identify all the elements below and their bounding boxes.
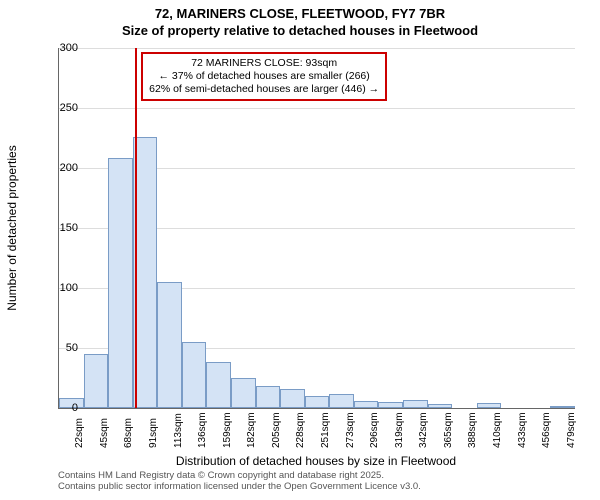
x-tick-label: 319sqm: [394, 412, 405, 448]
x-tick-label: 456sqm: [541, 412, 552, 448]
x-tick-label: 388sqm: [467, 412, 478, 448]
chart-container: 72, MARINERS CLOSE, FLEETWOOD, FY7 7BR S…: [0, 0, 600, 500]
bar: [378, 402, 403, 408]
x-tick-label: 182sqm: [246, 412, 257, 448]
footer: Contains HM Land Registry data © Crown c…: [58, 470, 421, 493]
x-tick-label: 410sqm: [492, 412, 503, 448]
x-tick-label: 113sqm: [173, 413, 184, 448]
bar: [550, 406, 575, 408]
footer-line-2: Contains public sector information licen…: [58, 481, 421, 492]
bar: [305, 396, 330, 408]
y-tick-label: 250: [48, 102, 78, 114]
x-tick-label: 365sqm: [443, 412, 454, 448]
y-axis-label: Number of detached properties: [5, 145, 19, 310]
bar: [256, 386, 281, 408]
y-tick-label: 150: [48, 222, 78, 234]
x-tick-label: 68sqm: [123, 418, 134, 448]
x-axis-label: Distribution of detached houses by size …: [58, 454, 574, 468]
x-tick-label: 479sqm: [566, 412, 577, 448]
x-tick-label: 91sqm: [148, 418, 159, 448]
footer-line-1: Contains HM Land Registry data © Crown c…: [58, 470, 421, 481]
title-block: 72, MARINERS CLOSE, FLEETWOOD, FY7 7BR S…: [0, 0, 600, 38]
bar: [231, 378, 256, 408]
y-tick-label: 0: [48, 402, 78, 414]
y-tick-label: 300: [48, 42, 78, 54]
annotation-line-1: 72 MARINERS CLOSE: 93sqm: [149, 57, 379, 70]
y-tick-label: 200: [48, 162, 78, 174]
x-tick-label: 296sqm: [369, 412, 380, 448]
bar: [354, 401, 379, 408]
x-tick-label: 45sqm: [99, 418, 110, 448]
x-tick-label: 228sqm: [295, 412, 306, 448]
bar: [280, 389, 305, 408]
reference-line: [135, 48, 137, 408]
y-tick-label: 100: [48, 282, 78, 294]
bar: [428, 404, 453, 408]
annotation-line-3: 62% of semi-detached houses are larger (…: [149, 83, 379, 96]
y-tick-label: 50: [48, 342, 78, 354]
x-tick-label: 159sqm: [222, 412, 233, 448]
x-tick-label: 22sqm: [74, 418, 85, 448]
bar: [84, 354, 109, 408]
bar: [403, 400, 428, 408]
annotation-line-2: ← 37% of detached houses are smaller (26…: [149, 70, 379, 83]
bar: [329, 394, 354, 408]
bar: [477, 403, 502, 408]
x-tick-label: 136sqm: [197, 412, 208, 448]
bar: [157, 282, 182, 408]
x-tick-label: 205sqm: [271, 412, 282, 448]
title-line-1: 72, MARINERS CLOSE, FLEETWOOD, FY7 7BR: [0, 6, 600, 21]
x-tick-label: 273sqm: [345, 412, 356, 448]
plot-area: 72 MARINERS CLOSE: 93sqm ← 37% of detach…: [58, 48, 575, 409]
bar: [108, 158, 133, 408]
x-tick-label: 342sqm: [418, 412, 429, 448]
x-tick-label: 251sqm: [320, 412, 331, 448]
bar: [206, 362, 231, 408]
bar: [182, 342, 207, 408]
title-line-2: Size of property relative to detached ho…: [0, 23, 600, 38]
annotation-box: 72 MARINERS CLOSE: 93sqm ← 37% of detach…: [141, 52, 387, 101]
x-tick-label: 433sqm: [517, 412, 528, 448]
